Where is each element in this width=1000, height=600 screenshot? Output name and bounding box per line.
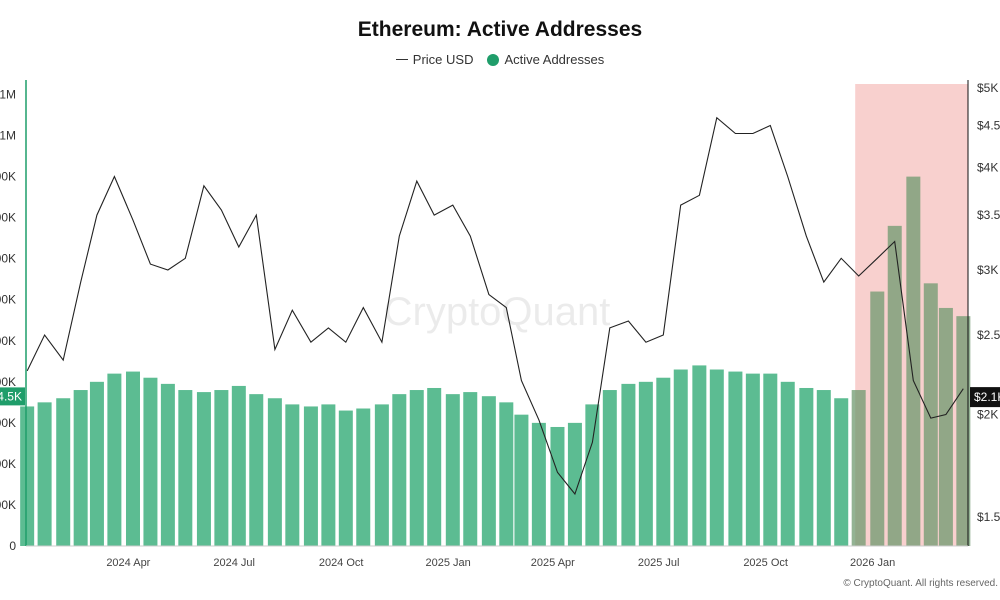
bar-active-addresses bbox=[303, 406, 318, 546]
x-tick-label: 2025 Jul bbox=[638, 557, 680, 569]
bar-active-addresses bbox=[602, 390, 617, 546]
bar-active-addresses bbox=[906, 176, 921, 546]
bar-active-addresses bbox=[196, 392, 211, 546]
bar-active-addresses bbox=[870, 291, 885, 546]
legend-label: Active Addresses bbox=[504, 52, 605, 67]
bar-active-addresses bbox=[938, 307, 953, 546]
bar-active-addresses bbox=[231, 385, 246, 546]
legend-item-active-addresses[interactable]: Active Addresses bbox=[487, 52, 604, 67]
x-tick-label: 2025 Apr bbox=[531, 557, 575, 569]
bar-active-addresses bbox=[249, 394, 264, 546]
right-tick-label: $4.5K bbox=[977, 119, 1000, 133]
bar-active-addresses bbox=[499, 402, 514, 546]
right-tick-label: $3.5K bbox=[977, 208, 1000, 222]
bar-active-addresses bbox=[851, 390, 866, 546]
bar-active-addresses bbox=[923, 283, 938, 546]
x-tick-label: 2026 Jan bbox=[850, 557, 895, 569]
x-tick-label: 2025 Jan bbox=[426, 557, 471, 569]
price-line bbox=[26, 116, 964, 496]
x-tick-label: 2025 Oct bbox=[743, 557, 788, 569]
bar-active-addresses bbox=[463, 392, 478, 546]
right-tick-label: $3K bbox=[977, 263, 998, 277]
right-tick-label: $2.5K bbox=[977, 328, 1000, 342]
left-tick-label: 400K bbox=[0, 375, 16, 389]
bar-active-addresses bbox=[709, 369, 724, 546]
right-tick-label: $5K bbox=[977, 81, 998, 95]
bar-active-addresses bbox=[673, 369, 688, 546]
bar-active-addresses bbox=[356, 408, 371, 546]
bar-active-addresses bbox=[73, 390, 88, 546]
current-active-addresses-badge bbox=[0, 387, 25, 406]
footer-copyright: © CryptoQuant. All rights reserved. bbox=[843, 578, 998, 589]
bar-active-addresses bbox=[392, 394, 407, 546]
bar-active-addresses bbox=[567, 422, 582, 546]
bar-active-addresses bbox=[20, 406, 35, 546]
bar-active-addresses bbox=[728, 371, 743, 546]
left-tick-label: 100K bbox=[0, 498, 16, 512]
bar-active-addresses bbox=[887, 225, 902, 546]
x-tick-label: 2024 Jul bbox=[213, 557, 255, 569]
bar-active-addresses bbox=[621, 383, 636, 546]
right-tick-label: $2K bbox=[977, 407, 998, 421]
right-tick-label: $1.5K bbox=[977, 510, 1000, 524]
left-tick-label: 200K bbox=[0, 457, 16, 471]
bar-active-addresses bbox=[267, 398, 282, 546]
left-tick-label: 600K bbox=[0, 293, 16, 307]
left-tick-label: 300K bbox=[0, 416, 16, 430]
bar-active-addresses bbox=[214, 390, 229, 546]
bar-active-addresses bbox=[374, 404, 389, 546]
left-tick-label: 0 bbox=[9, 539, 16, 553]
bar-active-addresses bbox=[56, 398, 71, 546]
legend: Price USD Active Addresses bbox=[0, 52, 1000, 67]
left-tick-label: 1M bbox=[0, 129, 16, 143]
left-tick-label: 800K bbox=[0, 211, 16, 225]
x-tick-label: 2024 Oct bbox=[319, 557, 364, 569]
bar-active-addresses bbox=[745, 373, 760, 546]
x-tick-label: 2024 Apr bbox=[106, 557, 150, 569]
chart-title: Ethereum: Active Addresses bbox=[357, 18, 643, 41]
bar-active-addresses bbox=[816, 390, 831, 546]
left-tick-label: 1.1M bbox=[0, 88, 16, 102]
bar-active-addresses bbox=[763, 373, 778, 546]
bar-active-addresses bbox=[160, 383, 175, 546]
bar-active-addresses bbox=[445, 394, 460, 546]
left-tick-label: 700K bbox=[0, 252, 16, 266]
current-active-addresses-label: 364.5K bbox=[0, 389, 22, 403]
bar-active-addresses bbox=[514, 414, 529, 546]
bar-active-addresses bbox=[956, 316, 971, 546]
left-tick-label: 500K bbox=[0, 334, 16, 348]
bar-active-addresses bbox=[143, 377, 158, 546]
bar-active-addresses bbox=[427, 387, 442, 546]
bar-active-addresses bbox=[107, 373, 122, 546]
bar-active-addresses bbox=[692, 365, 707, 546]
legend-item-price[interactable]: Price USD bbox=[395, 52, 474, 67]
watermark: CryptoQuant bbox=[384, 290, 611, 334]
bar-active-addresses bbox=[125, 371, 140, 546]
bar-active-addresses bbox=[585, 404, 600, 546]
right-tick-label: $4K bbox=[977, 161, 998, 175]
bar-active-addresses bbox=[321, 404, 336, 546]
bar-active-addresses bbox=[409, 390, 424, 546]
bar-active-addresses bbox=[338, 410, 353, 546]
current-price-badge bbox=[970, 387, 1000, 408]
bar-active-addresses bbox=[178, 390, 193, 546]
bar-active-addresses bbox=[834, 398, 849, 546]
bar-active-addresses bbox=[656, 377, 671, 546]
bar-active-addresses bbox=[638, 381, 653, 546]
bar-active-addresses bbox=[799, 387, 814, 546]
bar-active-addresses bbox=[89, 381, 104, 546]
legend-label: Price USD bbox=[412, 52, 474, 67]
bar-active-addresses bbox=[481, 396, 496, 546]
line-marker-icon bbox=[395, 59, 408, 60]
bar-active-addresses bbox=[285, 404, 300, 546]
bar-active-addresses bbox=[37, 402, 52, 546]
bar-active-addresses bbox=[550, 426, 565, 546]
current-price-label: $2.1K bbox=[974, 390, 1000, 404]
left-tick-label: 900K bbox=[0, 170, 16, 184]
dot-marker-icon bbox=[487, 53, 500, 66]
bar-active-addresses bbox=[780, 381, 795, 546]
bar-active-addresses bbox=[531, 422, 546, 546]
